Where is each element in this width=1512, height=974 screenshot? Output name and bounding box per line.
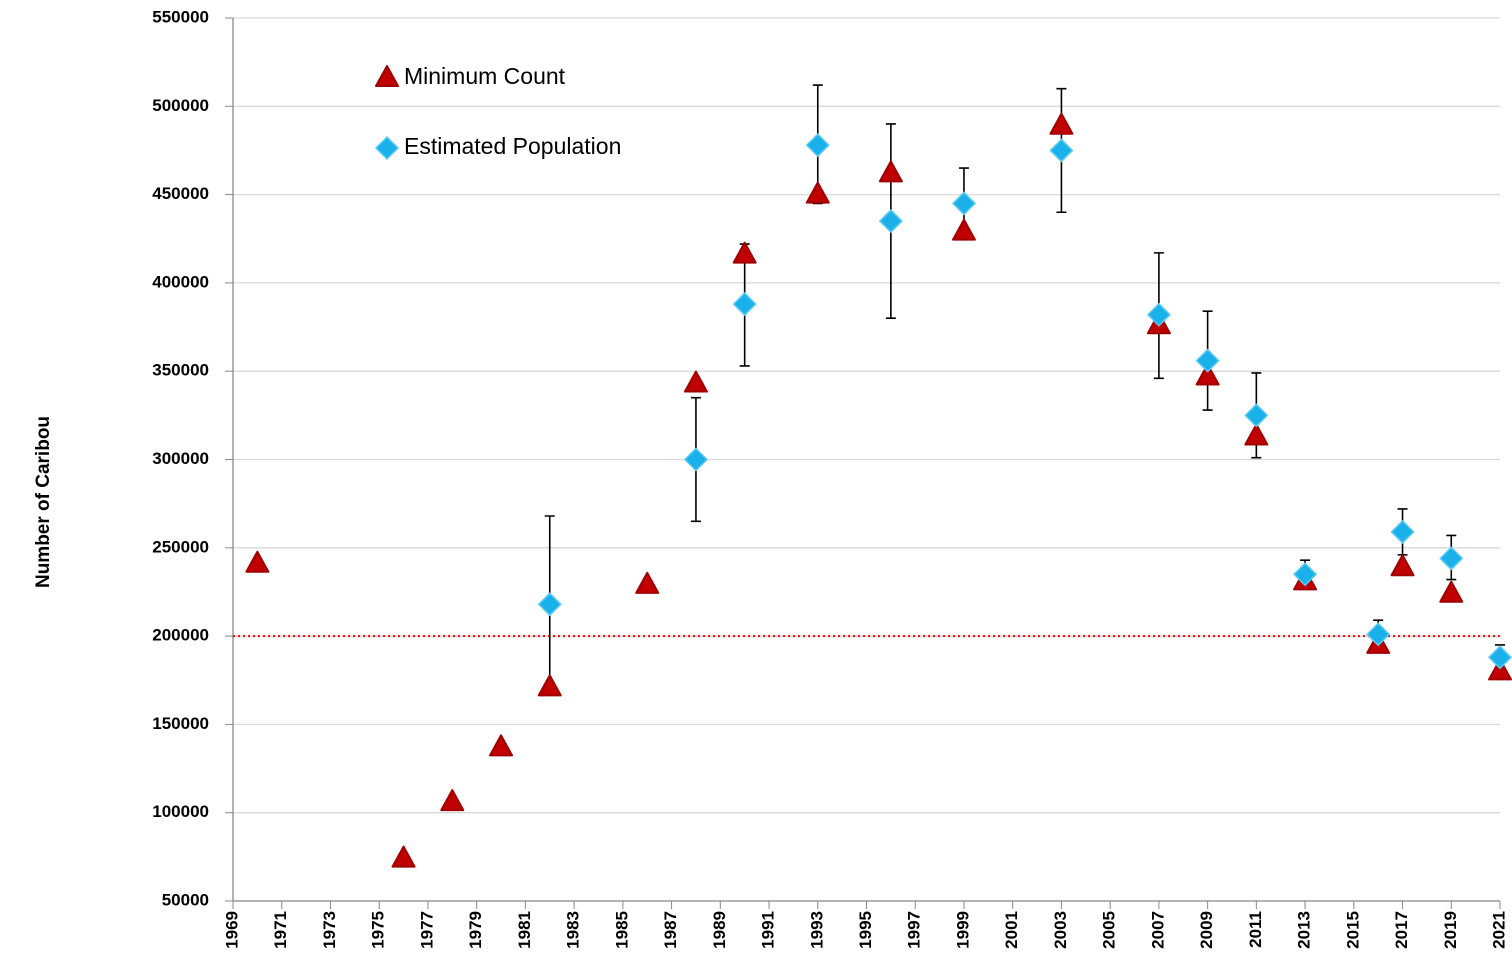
x-tick-label: 2005 <box>1100 911 1119 949</box>
diamond-marker <box>732 292 757 317</box>
x-tick-label: 2013 <box>1295 911 1314 949</box>
triangle-marker <box>1244 423 1269 446</box>
x-tick-label: 2017 <box>1392 911 1411 949</box>
x-tick-label: 2015 <box>1343 911 1362 949</box>
triangle-marker <box>1195 363 1220 386</box>
x-tick-label: 1989 <box>710 911 729 949</box>
triangle-marker <box>951 218 976 241</box>
x-tick-label: 2011 <box>1246 911 1265 948</box>
diamond-marker <box>1146 302 1171 327</box>
x-tick-label: 1997 <box>905 911 924 949</box>
y-axis-label: Number of Caribou <box>33 416 54 588</box>
diamond-marker <box>1049 138 1074 163</box>
x-tick-label: 2003 <box>1051 911 1070 949</box>
triangle-marker <box>489 734 514 757</box>
triangle-marker <box>537 674 562 697</box>
x-tick-label: 1993 <box>807 911 826 949</box>
diamond-marker <box>1439 546 1464 571</box>
y-tick-label: 500000 <box>152 96 209 115</box>
x-tick-label: 1977 <box>417 911 436 949</box>
triangle-marker <box>440 789 465 812</box>
triangle-marker <box>1390 554 1415 577</box>
x-tick-label: 1983 <box>564 911 583 949</box>
legend-label: Minimum Count <box>404 63 566 89</box>
y-tick-label: 100000 <box>152 802 209 821</box>
diamond-marker <box>1195 348 1220 373</box>
y-tick-label: 550000 <box>152 7 209 26</box>
triangle-marker <box>878 160 903 183</box>
triangle-marker <box>1488 658 1512 681</box>
x-tick-label: 2007 <box>1148 911 1167 949</box>
triangle-marker <box>391 845 416 868</box>
x-tick-label: 1985 <box>612 911 631 949</box>
y-tick-label: 350000 <box>152 361 209 380</box>
x-tick-label: 1971 <box>271 911 290 949</box>
y-tick-label: 200000 <box>152 626 209 645</box>
diamond-marker <box>683 447 709 472</box>
legend-label: Estimated Population <box>404 133 621 159</box>
diamond-marker <box>537 592 562 617</box>
x-tick-label: 2009 <box>1197 911 1216 949</box>
y-tick-label: 300000 <box>152 449 209 468</box>
diamond-marker <box>1366 622 1391 647</box>
triangle-marker <box>683 370 708 393</box>
x-tick-label: 1969 <box>222 911 241 949</box>
triangle-marker <box>245 550 270 573</box>
y-tick-label: 150000 <box>152 714 209 733</box>
y-tick-label: 400000 <box>152 272 209 291</box>
x-tick-label: 1995 <box>856 911 875 949</box>
diamond-marker <box>1390 519 1415 544</box>
triangle-marker <box>1439 580 1464 603</box>
diamond-marker <box>805 133 830 158</box>
diamond-marker <box>1244 403 1269 428</box>
x-tick-label: 1979 <box>466 911 485 949</box>
triangle-marker <box>1049 112 1074 135</box>
diamond-marker <box>951 191 977 216</box>
x-tick-label: 1973 <box>320 911 339 949</box>
diamond-marker <box>1293 562 1318 587</box>
x-tick-label: 1999 <box>953 911 972 949</box>
diamond-marker <box>1487 645 1512 670</box>
y-tick-label: 450000 <box>152 184 209 203</box>
triangle-marker <box>732 241 757 264</box>
x-tick-label: 1987 <box>661 911 680 949</box>
y-tick-label: 250000 <box>152 537 209 556</box>
diamond-marker <box>878 209 903 234</box>
triangle-marker <box>635 571 660 594</box>
triangle-marker <box>805 181 830 204</box>
x-tick-label: 2021 <box>1489 911 1508 949</box>
x-tick-label: 2001 <box>1002 911 1021 949</box>
y-tick-label: 50000 <box>162 890 209 909</box>
x-tick-label: 1975 <box>369 911 388 949</box>
x-tick-label: 1981 <box>515 911 534 949</box>
x-tick-label: 2019 <box>1441 911 1460 949</box>
diamond-marker <box>374 135 400 161</box>
triangle-marker <box>375 65 399 87</box>
x-tick-label: 1991 <box>759 911 778 949</box>
